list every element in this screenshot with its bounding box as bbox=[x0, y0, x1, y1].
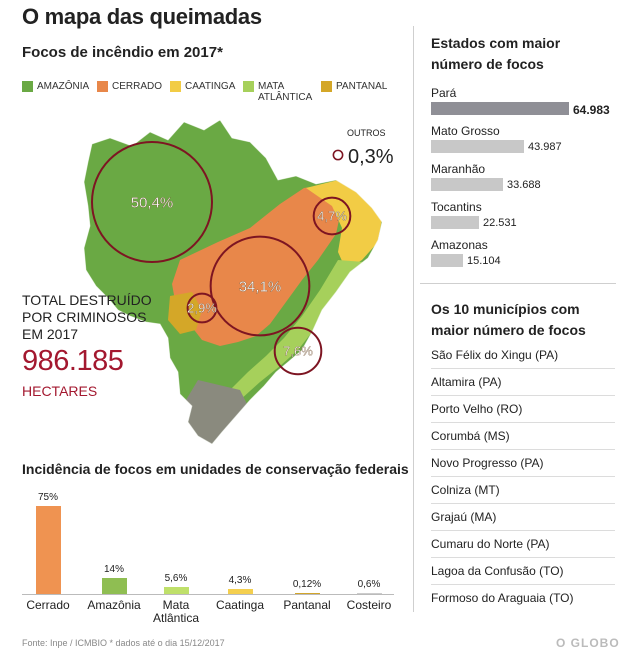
legend-swatch-pantanal bbox=[321, 81, 332, 92]
share-label-3: 7,6% bbox=[283, 344, 313, 359]
estados-chart: Pará 64.983 Mato Grosso 43.987 Maranhão 33.68… bbox=[431, 86, 615, 276]
incidencia-value: 75% bbox=[37, 492, 58, 503]
incidencia-category: Mata Atlântica bbox=[152, 598, 200, 625]
focos-subtitle: Focos de incêndio em 2017* bbox=[22, 44, 223, 61]
share-circle-5 bbox=[332, 149, 344, 161]
legend-cerrado: CERRADO bbox=[97, 81, 162, 92]
municipio-item: Colniza (MT) bbox=[431, 477, 615, 504]
estados-title-line1: Estados com maior bbox=[431, 35, 561, 51]
state-name: Mato Grosso bbox=[431, 124, 500, 138]
estados-title: Estados com maior número de focos bbox=[431, 33, 560, 75]
incidencia-value: 0,6% bbox=[357, 579, 381, 590]
brazil-map: 50,4% 34,1% 4,7% 7,6% 2,9% OUTROS 0,3% bbox=[83, 119, 394, 445]
incidencia-value: 5,6% bbox=[164, 573, 188, 584]
legend-amazonia: AMAZÔNIA bbox=[22, 81, 89, 92]
state-value: 33.688 bbox=[507, 179, 541, 191]
brand-logo: O GLOBO bbox=[556, 636, 620, 650]
legend-swatch-caatinga bbox=[170, 81, 181, 92]
municipio-item: Cumaru do Norte (PA) bbox=[431, 531, 615, 558]
incidencia-value: 14% bbox=[103, 564, 124, 575]
legend-label-pantanal: PANTANAL bbox=[336, 81, 388, 92]
state-bar bbox=[431, 216, 479, 229]
municipio-item: Formoso do Araguaia (TO) bbox=[431, 591, 574, 605]
share-circle-1 bbox=[209, 235, 311, 337]
state-bar bbox=[431, 178, 503, 191]
incidencia-bar bbox=[294, 593, 320, 594]
legend-swatch-mata-atlantica bbox=[243, 81, 254, 92]
source-footer: Fonte: Inpe / ICMBIO * dados até o dia 1… bbox=[22, 638, 225, 648]
state-value: 64.983 bbox=[573, 103, 610, 117]
state-value: 22.531 bbox=[483, 217, 517, 229]
legend-label-caatinga: CAATINGA bbox=[185, 81, 236, 92]
estados-title-line2: número de focos bbox=[431, 56, 544, 72]
total-label-line3: EM 2017 bbox=[22, 326, 79, 342]
column-divider bbox=[413, 26, 414, 612]
incidencia-baseline bbox=[22, 594, 394, 595]
total-label-line2: POR CRIMINOSOS bbox=[22, 309, 147, 325]
state-bar bbox=[431, 140, 524, 153]
legend-swatch-cerrado bbox=[97, 81, 108, 92]
incidencia-bar bbox=[227, 589, 253, 594]
municipio-item: Porto Velho (RO) bbox=[431, 396, 615, 423]
total-value: 986.185 bbox=[22, 345, 124, 377]
state-bar bbox=[431, 102, 569, 115]
legend-label-mata-line2: ATLÂNTICA bbox=[258, 92, 313, 103]
legend-label-amazonia: AMAZÔNIA bbox=[37, 81, 90, 92]
state-value: 43.987 bbox=[528, 141, 562, 153]
municipio-item: Novo Progresso (PA) bbox=[431, 450, 615, 477]
incidencia-category: Costeiro bbox=[346, 598, 392, 612]
share-circle-0 bbox=[91, 141, 213, 263]
incidencia-chart: 75% Cerrado 14% Amazônia 5,6% Mata Atlântica 4,… bbox=[0, 480, 410, 630]
legend-caatinga: CAATINGA bbox=[170, 81, 235, 92]
share-label-1: 34,1% bbox=[239, 278, 282, 295]
incidencia-category: Pantanal bbox=[283, 598, 331, 612]
incidencia-category: Caatinga bbox=[215, 598, 265, 612]
legend-pantanal: PANTANAL bbox=[321, 81, 387, 92]
state-name: Tocantins bbox=[431, 200, 482, 214]
state-value: 15.104 bbox=[467, 255, 501, 267]
share-label-0: 50,4% bbox=[131, 194, 174, 211]
total-label: TOTAL DESTRUÍDO POR CRIMINOSOS EM 2017 bbox=[22, 292, 152, 343]
legend-label-mata-line1: MATA bbox=[258, 81, 285, 92]
incidencia-category: Amazônia bbox=[87, 598, 141, 612]
municipio-item: São Félix do Xingu (PA) bbox=[431, 342, 615, 369]
state-name: Pará bbox=[431, 86, 457, 100]
legend-swatch-amazonia bbox=[22, 81, 33, 92]
outros-label: OUTROS bbox=[347, 128, 386, 138]
incidencia-bar bbox=[101, 578, 127, 594]
municipios-title-line1: Os 10 municípios com bbox=[431, 301, 580, 317]
page-title: O mapa das queimadas bbox=[22, 4, 262, 29]
legend-mata-atlantica: MATA ATLÂNTICA bbox=[243, 81, 312, 103]
incidencia-bar bbox=[163, 587, 189, 594]
outros-value: 0,3% bbox=[348, 146, 394, 168]
state-name: Amazonas bbox=[431, 238, 488, 252]
incidencia-category: Cerrado bbox=[26, 598, 70, 612]
legend-label-cerrado: CERRADO bbox=[112, 81, 163, 92]
municipios-title-line2: maior número de focos bbox=[431, 322, 586, 338]
state-name: Maranhão bbox=[431, 162, 486, 176]
incidencia-value: 0,12% bbox=[292, 579, 322, 590]
total-unit: HECTARES bbox=[22, 383, 98, 399]
total-label-line1: TOTAL DESTRUÍDO bbox=[22, 292, 152, 308]
share-circle-2 bbox=[312, 196, 352, 236]
share-circle-3 bbox=[273, 326, 323, 376]
section-divider bbox=[420, 283, 616, 284]
municipio-item: Lagoa da Confusão (TO) bbox=[431, 558, 615, 585]
incidencia-bar bbox=[35, 506, 61, 594]
municipio-item: Corumbá (MS) bbox=[431, 423, 615, 450]
municipios-title: Os 10 municípios com maior número de foc… bbox=[431, 299, 586, 341]
municipio-item: Grajaú (MA) bbox=[431, 504, 615, 531]
state-bar bbox=[431, 254, 463, 267]
incidencia-bar bbox=[356, 593, 382, 594]
incidencia-title: Incidência de focos em unidades de conse… bbox=[22, 461, 409, 477]
share-label-4: 2,9% bbox=[187, 301, 217, 316]
incidencia-value: 4,3% bbox=[228, 575, 252, 586]
share-circle-4 bbox=[186, 292, 218, 324]
share-label-2: 4,7% bbox=[317, 209, 347, 224]
municipio-item: Altamira (PA) bbox=[431, 369, 615, 396]
